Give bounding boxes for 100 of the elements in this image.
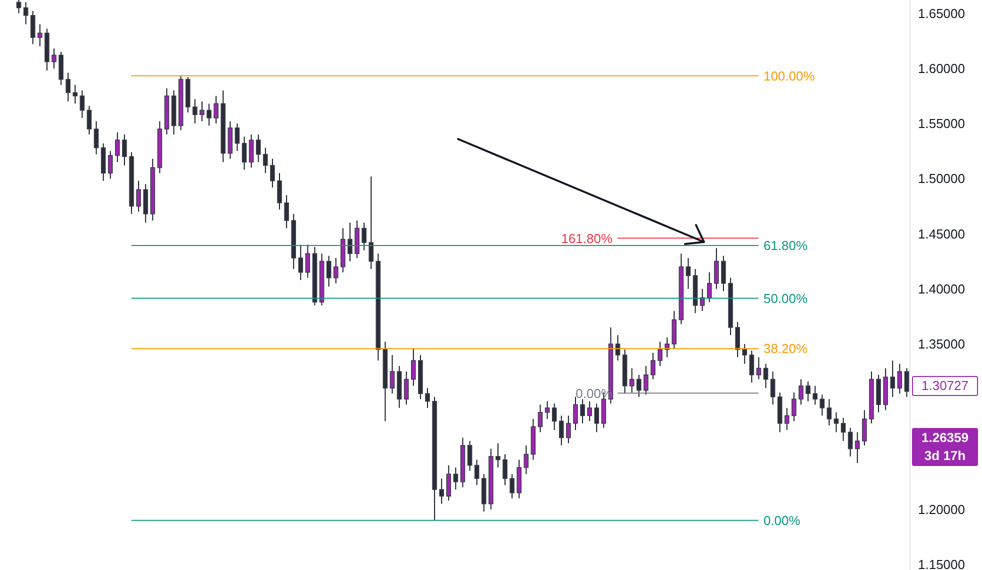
y-tick-label: 1.60000 bbox=[918, 60, 965, 76]
candlestick bbox=[848, 427, 853, 457]
text: 1.26359 bbox=[920, 429, 970, 447]
candlestick bbox=[333, 257, 338, 284]
candlestick bbox=[798, 378, 804, 406]
candlestick bbox=[686, 257, 691, 290]
annotation: 0.00% bbox=[763, 513, 801, 528]
candlestick bbox=[248, 134, 254, 168]
candlestick bbox=[122, 134, 127, 166]
candlestick bbox=[38, 24, 42, 47]
candlestick bbox=[862, 410, 867, 446]
candlestick bbox=[664, 336, 670, 358]
y-tick-label: 1.50000 bbox=[918, 171, 965, 186]
candlestick bbox=[544, 400, 550, 420]
candlestick bbox=[411, 348, 416, 386]
candlestick bbox=[538, 404, 543, 433]
candlestick bbox=[756, 356, 762, 380]
candlestick bbox=[263, 147, 268, 174]
candlestick bbox=[192, 98, 198, 124]
y-tick-label: 1.40000 bbox=[918, 281, 965, 296]
candlestick bbox=[80, 90, 85, 118]
candlestick bbox=[206, 103, 212, 126]
y-tick-label: 1.45000 bbox=[918, 226, 965, 242]
candlestick bbox=[510, 474, 514, 499]
candlestick bbox=[566, 415, 571, 444]
candlestick bbox=[735, 321, 740, 358]
annotation: 100.00% bbox=[763, 68, 816, 84]
y-tick-label: 1.20000 bbox=[918, 502, 965, 517]
candlestick bbox=[812, 385, 818, 406]
candlestick bbox=[890, 360, 896, 398]
candlestick bbox=[425, 388, 430, 408]
candlestick bbox=[108, 150, 113, 180]
annotation: 161.80% bbox=[561, 230, 613, 246]
candlestick bbox=[214, 95, 218, 124]
y-tick-label: 1.35000 bbox=[918, 336, 965, 352]
candlestick bbox=[897, 363, 902, 394]
candlestick bbox=[820, 394, 825, 416]
y-tick-label: 1.15000 bbox=[918, 557, 965, 570]
candlestick bbox=[200, 100, 204, 122]
candlestick bbox=[115, 132, 120, 163]
text: 3d 17h bbox=[923, 447, 967, 465]
candlestick bbox=[16, 0, 22, 14]
candlestick bbox=[706, 272, 712, 303]
candlestick bbox=[763, 363, 768, 389]
candlestick bbox=[439, 478, 444, 504]
candlestick bbox=[298, 244, 304, 281]
candlestick bbox=[742, 343, 748, 364]
candlestick bbox=[587, 400, 592, 422]
candlestick bbox=[749, 350, 754, 384]
annotation: 61.80% bbox=[763, 238, 808, 254]
candlestick bbox=[714, 248, 719, 290]
candlestick bbox=[136, 180, 141, 212]
candlestick bbox=[72, 84, 78, 104]
candlestick bbox=[658, 341, 662, 367]
candlestick bbox=[629, 368, 634, 393]
candlestick bbox=[784, 407, 790, 430]
candlestick bbox=[86, 105, 92, 136]
candlestick bbox=[524, 444, 529, 475]
candlestick bbox=[594, 403, 600, 433]
candlestick bbox=[23, 2, 28, 25]
candlestick bbox=[792, 392, 796, 422]
candlestick bbox=[721, 255, 726, 292]
candlestick bbox=[552, 403, 557, 430]
candlestick bbox=[496, 442, 500, 468]
annotation: 38.20% bbox=[763, 341, 808, 356]
y-tick-label: 1.55000 bbox=[918, 116, 965, 132]
candlestick bbox=[66, 72, 70, 102]
candlestick bbox=[94, 120, 99, 155]
candlestick bbox=[30, 10, 36, 45]
candlestick bbox=[390, 354, 395, 394]
candlestick bbox=[636, 374, 642, 398]
candlestick bbox=[256, 134, 261, 163]
candlestick bbox=[326, 255, 332, 288]
candlestick bbox=[854, 432, 860, 464]
candlestick bbox=[650, 352, 656, 380]
candlestick bbox=[270, 158, 275, 188]
candlestick bbox=[474, 459, 480, 486]
candlestick bbox=[305, 244, 310, 278]
candlestick bbox=[904, 368, 910, 398]
candlestick bbox=[284, 194, 289, 229]
candlestick bbox=[52, 48, 56, 69]
text: 1.30727 bbox=[913, 377, 977, 395]
candlestick bbox=[840, 417, 846, 442]
candlestick bbox=[644, 366, 648, 396]
candlestick bbox=[806, 380, 810, 402]
candlestick bbox=[580, 398, 585, 424]
y-tick-label: 1.65000 bbox=[918, 6, 965, 21]
candlestick bbox=[453, 466, 458, 490]
candlestick bbox=[234, 122, 240, 152]
candlestick bbox=[362, 222, 366, 251]
candlestick bbox=[446, 464, 452, 502]
candlestick bbox=[834, 412, 839, 433]
candlestick bbox=[242, 136, 247, 170]
candlestick bbox=[770, 371, 776, 406]
candlestick bbox=[826, 398, 832, 426]
annotation: 50.00% bbox=[763, 290, 808, 306]
candlestick bbox=[573, 396, 578, 430]
candlestick bbox=[502, 454, 508, 486]
candlestick bbox=[277, 172, 282, 210]
candlestick bbox=[348, 222, 352, 262]
